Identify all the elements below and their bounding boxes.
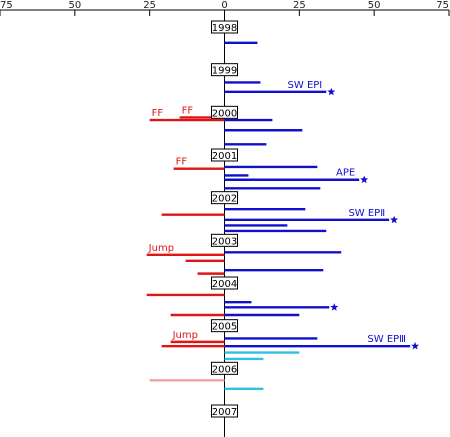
year-box — [211, 191, 238, 205]
bar-annotation: SW EPⅢ — [367, 334, 406, 345]
year-label: 2006 — [212, 364, 237, 375]
year-box — [211, 404, 238, 418]
year-label: 2000 — [212, 108, 237, 119]
star-marker — [327, 87, 336, 96]
bar-annotation: SW EPⅡ — [348, 208, 385, 219]
year-box — [211, 20, 238, 34]
x-tick-label: 25 — [143, 0, 156, 11]
note-layer: SW EPI FF FF FF APE SW EPⅡ Jump Jump SW EPⅢ — [148, 80, 406, 345]
year-label: 2005 — [212, 322, 237, 333]
year-label: 1998 — [212, 23, 237, 34]
year-box — [211, 148, 238, 162]
year-label: 2003 — [212, 236, 237, 247]
bar-annotation: Jump — [172, 330, 198, 341]
x-tick-label: 75 — [0, 0, 13, 11]
bar-annotation: APE — [336, 168, 355, 179]
x-tick-label: 50 — [368, 0, 381, 11]
bar-annotation: FF — [152, 108, 164, 119]
bar-layer — [146, 41, 420, 391]
year-layer: 1998 1999 2000 2001 2002 2003 2004 2005 2006 2007 — [211, 20, 238, 418]
year-box — [211, 63, 238, 77]
bar-annotation: Jump — [148, 243, 174, 254]
year-label: 2001 — [212, 151, 237, 162]
year-box — [211, 105, 238, 119]
bar-annotation: SW EPI — [288, 80, 323, 91]
year-box — [211, 276, 238, 290]
x-tick-label: 50 — [68, 0, 81, 11]
star-marker — [390, 215, 399, 224]
x-tick-label: 25 — [293, 0, 306, 11]
bar-annotation: FF — [176, 157, 188, 168]
star-marker — [330, 303, 339, 311]
year-label: 2004 — [212, 279, 237, 290]
year-box — [211, 319, 238, 333]
year-label: 2007 — [212, 407, 237, 418]
star-marker — [411, 341, 420, 350]
x-tick-label: 0 — [221, 0, 227, 11]
star-marker — [360, 175, 369, 184]
year-box — [211, 361, 238, 375]
year-label: 1999 — [212, 66, 237, 77]
bar-annotation: FF — [182, 105, 194, 116]
year-label: 2002 — [212, 194, 237, 205]
x-tick-label: 75 — [436, 0, 449, 11]
year-box — [211, 233, 238, 247]
